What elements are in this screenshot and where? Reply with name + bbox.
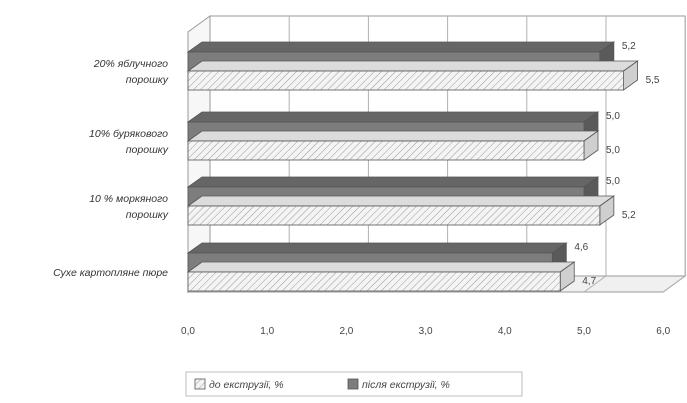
x-tick-label: 4,0 bbox=[498, 326, 512, 337]
bar-front bbox=[187, 140, 585, 161]
x-tick-label: 5,0 bbox=[577, 326, 591, 337]
data-label: 5,5 bbox=[646, 75, 660, 86]
category-label-line: порошку bbox=[126, 209, 169, 221]
data-label: 4,6 bbox=[574, 242, 588, 253]
x-tick-label: 2,0 bbox=[339, 326, 353, 337]
category-label-line: 10% бурякового bbox=[89, 128, 168, 140]
bar-top bbox=[186, 41, 616, 53]
data-labels: 5,2 5,5 5,0 5,0 5,0 5,2 4,6 4,7 bbox=[574, 41, 660, 287]
legend-entry: після екструзії, % bbox=[362, 379, 450, 391]
x-axis-ticks: 0,0 1,0 2,0 3,0 4,0 5,0 6,0 bbox=[181, 326, 671, 337]
data-label: 5,0 bbox=[606, 111, 620, 122]
x-tick-label: 3,0 bbox=[419, 326, 433, 337]
bar-top bbox=[186, 242, 568, 254]
gridline-floor bbox=[662, 275, 686, 293]
category-label-line: 10 % моркяного bbox=[89, 193, 168, 205]
bar-top bbox=[186, 60, 639, 72]
x-tick-label: 6,0 bbox=[656, 326, 670, 337]
bar-top bbox=[186, 130, 600, 142]
bar-top bbox=[186, 176, 600, 188]
data-label: 5,2 bbox=[622, 41, 636, 52]
x-tick-label: 0,0 bbox=[181, 326, 195, 337]
bar-before-extrusion bbox=[186, 261, 576, 292]
legend: до екструзії, % після екструзії, % bbox=[185, 371, 523, 397]
category-label-line: порошку bbox=[126, 144, 169, 156]
x-tick-label: 1,0 bbox=[260, 326, 274, 337]
bar-before-extrusion bbox=[186, 60, 639, 91]
category-label: 20% яблучного порошку bbox=[93, 58, 169, 86]
category-label-line: 20% яблучного bbox=[93, 58, 168, 70]
legend-swatch-after bbox=[347, 378, 359, 390]
category-label: 10 % моркяного порошку bbox=[89, 193, 169, 221]
bars bbox=[186, 41, 639, 292]
bar-top bbox=[186, 111, 600, 123]
category-label-line: порошку bbox=[126, 74, 169, 86]
legend-entry: до екструзії, % bbox=[209, 379, 284, 391]
bar-before-extrusion bbox=[186, 130, 600, 161]
legend-swatch-before bbox=[194, 378, 206, 390]
bar-before-extrusion bbox=[186, 195, 616, 226]
category-labels: 20% яблучного порошку 10% бурякового порошк… bbox=[53, 58, 169, 279]
data-label: 4,7 bbox=[582, 276, 596, 287]
bar-top bbox=[186, 195, 616, 207]
data-label: 5,0 bbox=[606, 145, 620, 156]
gridline-floor bbox=[583, 275, 607, 293]
data-label: 5,2 bbox=[622, 210, 636, 221]
category-label: 10% бурякового порошку bbox=[89, 128, 169, 156]
legend-box bbox=[185, 371, 523, 397]
data-label: 5,0 bbox=[606, 176, 620, 187]
bar-top bbox=[186, 261, 576, 273]
bar-front bbox=[187, 205, 601, 226]
bar-front bbox=[187, 271, 561, 292]
category-label: Сухе картопляне пюре bbox=[53, 267, 168, 279]
category-label-line: Сухе картопляне пюре bbox=[53, 267, 168, 279]
bar-front bbox=[187, 70, 625, 91]
